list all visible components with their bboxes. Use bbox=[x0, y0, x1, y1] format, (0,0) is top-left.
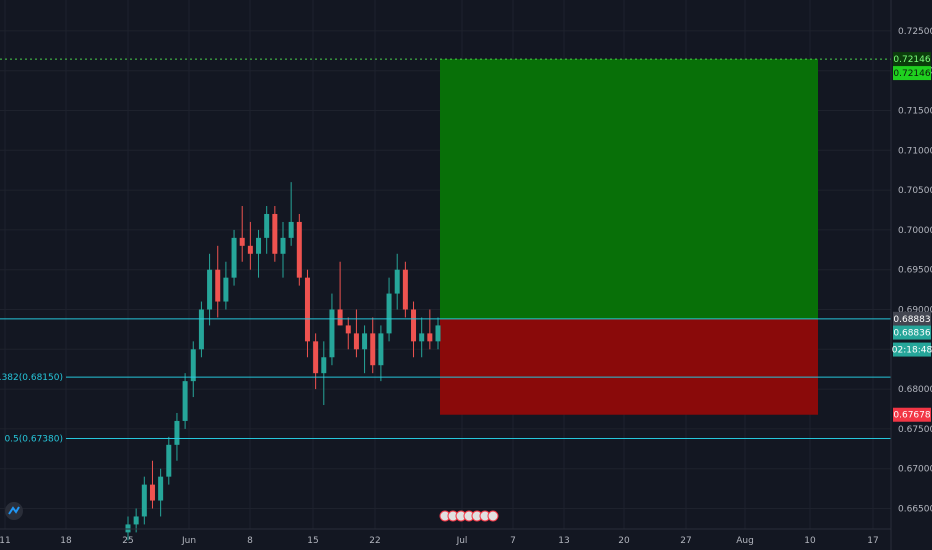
candle-body bbox=[231, 237, 237, 278]
candle-body bbox=[264, 213, 270, 238]
position-zones[interactable] bbox=[440, 59, 818, 415]
time-tick-label: 8 bbox=[247, 536, 253, 546]
candle-body bbox=[141, 484, 147, 517]
candles bbox=[125, 182, 441, 541]
stop-tag-bg bbox=[893, 407, 931, 422]
events-flags-icon[interactable] bbox=[439, 510, 499, 522]
candle-body bbox=[402, 269, 408, 310]
candle-body bbox=[386, 293, 392, 334]
price-tick-label: 0.69000 bbox=[898, 306, 932, 316]
candle-body bbox=[435, 325, 441, 342]
time-tick-label: 13 bbox=[558, 536, 569, 546]
fib-label: 0.5(0.67380) bbox=[4, 434, 63, 444]
target-tag-bg bbox=[893, 66, 931, 81]
candle-body bbox=[296, 221, 302, 278]
time-tick-label: Jul bbox=[456, 536, 468, 546]
time-tick-label: 15 bbox=[307, 536, 318, 546]
candle-body bbox=[256, 237, 262, 254]
time-tick-label: 18 bbox=[60, 536, 72, 546]
candle-body bbox=[239, 237, 245, 246]
candle-body bbox=[304, 277, 310, 342]
time-tick-label: 7 bbox=[510, 536, 516, 546]
candle-body bbox=[174, 420, 180, 445]
candle-body bbox=[133, 516, 139, 525]
candle-body bbox=[370, 333, 376, 366]
candle-body bbox=[182, 381, 188, 421]
target-tag: 0.72146 bbox=[893, 69, 930, 79]
price-tick-label: 0.71000 bbox=[898, 146, 932, 156]
candle-body bbox=[190, 349, 196, 382]
loss-zone bbox=[440, 318, 818, 415]
time-tick-label: 20 bbox=[618, 536, 630, 546]
time-tick-label: 10 bbox=[804, 536, 816, 546]
candle-body bbox=[313, 341, 319, 374]
candle-body bbox=[272, 213, 278, 254]
candle-body bbox=[394, 269, 400, 294]
candle-body bbox=[353, 333, 359, 350]
candle-body bbox=[337, 309, 343, 326]
candle-body bbox=[345, 325, 351, 334]
candle-body bbox=[378, 333, 384, 366]
candle-body bbox=[321, 357, 327, 374]
price-tick-label: 0.68000 bbox=[898, 385, 932, 395]
price-tick-label: 0.72500 bbox=[898, 27, 932, 37]
price-tick-label: 0.67500 bbox=[898, 425, 932, 435]
last-price-tag: 0.68836 bbox=[893, 329, 930, 339]
time-tick-label: 22 bbox=[369, 536, 380, 546]
fib-label: 0.382(0.68150) bbox=[0, 373, 63, 383]
profit-zone bbox=[440, 59, 818, 319]
candle-body bbox=[166, 444, 172, 477]
candle-body bbox=[427, 333, 433, 342]
candle-body bbox=[419, 333, 425, 342]
cursor-price-tag-bg bbox=[893, 311, 931, 326]
price-tick-label: 0.70500 bbox=[898, 186, 932, 196]
candle-body bbox=[158, 476, 164, 501]
candle-body bbox=[198, 309, 204, 350]
candle-body bbox=[280, 237, 286, 254]
price-tick-label: 0.67000 bbox=[898, 465, 932, 475]
level-lines: 0.382(0.68150) 0.5(0.67380) bbox=[0, 58, 891, 444]
time-tick-label: 25 bbox=[122, 536, 133, 546]
time-tick-label: 11 bbox=[0, 536, 11, 546]
candle-body bbox=[411, 309, 417, 342]
price-tick-label: 0.69500 bbox=[898, 266, 932, 276]
last-price-tag-bg bbox=[893, 325, 931, 340]
candle-body bbox=[125, 524, 131, 533]
candle-body bbox=[215, 269, 221, 302]
candle-body bbox=[362, 333, 368, 350]
candle-body bbox=[288, 221, 294, 238]
candle-body bbox=[223, 277, 229, 302]
candle-body bbox=[149, 484, 155, 501]
time-tick-label: Jun bbox=[181, 536, 196, 546]
price-tick-label: 0.70000 bbox=[898, 226, 932, 236]
dotted-level-tag: 0.72146 bbox=[893, 55, 930, 65]
time-tick-label: 17 bbox=[867, 536, 878, 546]
candle-body bbox=[329, 309, 335, 358]
time-tick-label: Aug bbox=[736, 536, 754, 546]
time-axis[interactable]: 11 18 25 Jun 8 15 22 Jul 7 13 20 27 Aug 10 17 bbox=[0, 528, 891, 546]
price-tick-label: 0.66500 bbox=[898, 505, 932, 515]
candle-body bbox=[207, 269, 213, 310]
stop-tag: 0.67678 bbox=[893, 411, 930, 421]
time-tick-label: 27 bbox=[680, 536, 691, 546]
countdown-tag: 02:18:48 bbox=[892, 346, 932, 356]
cursor-price-tag: 0.68883 bbox=[893, 315, 930, 325]
price-tags: 0.72146 0.72146 0.68883 0.68836 02:18:48 0.67… bbox=[892, 52, 932, 422]
tradingview-logo-icon[interactable] bbox=[5, 502, 23, 520]
candle-body bbox=[247, 245, 253, 254]
dotted-level-tag-bg bbox=[893, 52, 931, 67]
price-tick-label: 0.71500 bbox=[898, 107, 932, 117]
countdown-tag-bg bbox=[893, 342, 931, 357]
